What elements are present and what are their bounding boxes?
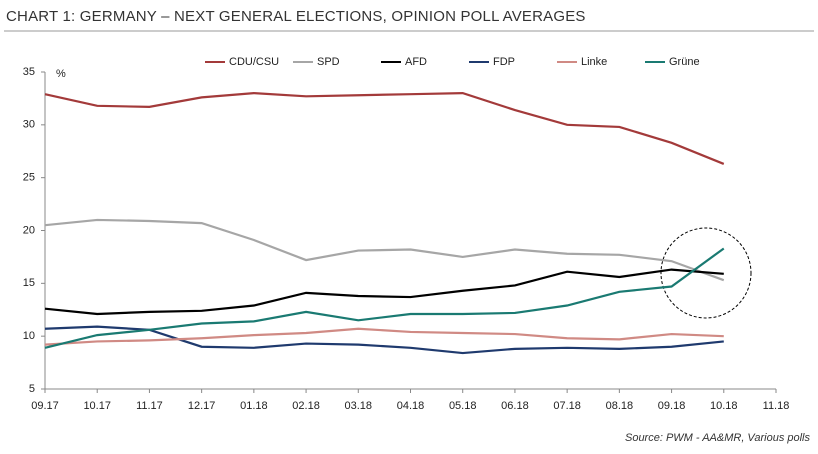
series-line (44, 247, 725, 349)
legend-label: CDU/CSU (229, 56, 279, 68)
x-tick-label: 12.17 (188, 400, 216, 412)
legend-label: Grüne (669, 56, 700, 68)
legend-label: AFD (405, 56, 427, 68)
x-tick-label: 04.18 (397, 400, 425, 412)
x-tick-label: 06.18 (501, 400, 529, 412)
series-line (44, 268, 724, 316)
x-tick-label: 11.17 (136, 400, 163, 412)
x-tick-label: 03.18 (345, 400, 373, 412)
series-line (44, 92, 725, 165)
x-tick-label: 07.18 (553, 400, 581, 412)
x-tick-label: 08.18 (606, 400, 634, 412)
x-tick-label: 10.18 (710, 400, 738, 412)
x-tick-label: 09.18 (658, 400, 686, 412)
x-tick-label: 11.18 (763, 400, 790, 412)
x-tick-label: 09.17 (31, 400, 59, 412)
legend-label: SPD (317, 56, 340, 68)
y-tick-label: 15 (23, 277, 35, 289)
x-tick-label: 01.18 (240, 400, 268, 412)
y-tick-label: 5 (29, 383, 35, 395)
y-tick-label: 35 (23, 66, 35, 78)
y-tick-label: 30 (23, 119, 35, 131)
legend-label: FDP (493, 56, 515, 68)
legend-label: Linke (581, 56, 607, 68)
y-tick-label: 10 (23, 330, 35, 342)
x-tick-label: 02.18 (292, 400, 320, 412)
series-line (44, 327, 724, 346)
y-tick-label: 25 (23, 172, 35, 184)
series-line (44, 218, 725, 282)
y-axis-label: % (56, 68, 66, 80)
chart-title: CHART 1: GERMANY – NEXT GENERAL ELECTION… (6, 8, 586, 25)
series-line (44, 325, 724, 355)
x-tick-label: 05.18 (449, 400, 477, 412)
x-tick-label: 10.17 (83, 400, 111, 412)
highlight-circle (660, 227, 752, 319)
y-tick-label: 20 (23, 224, 35, 236)
source: Source: PWM - AA&MR, Various polls (625, 432, 811, 444)
